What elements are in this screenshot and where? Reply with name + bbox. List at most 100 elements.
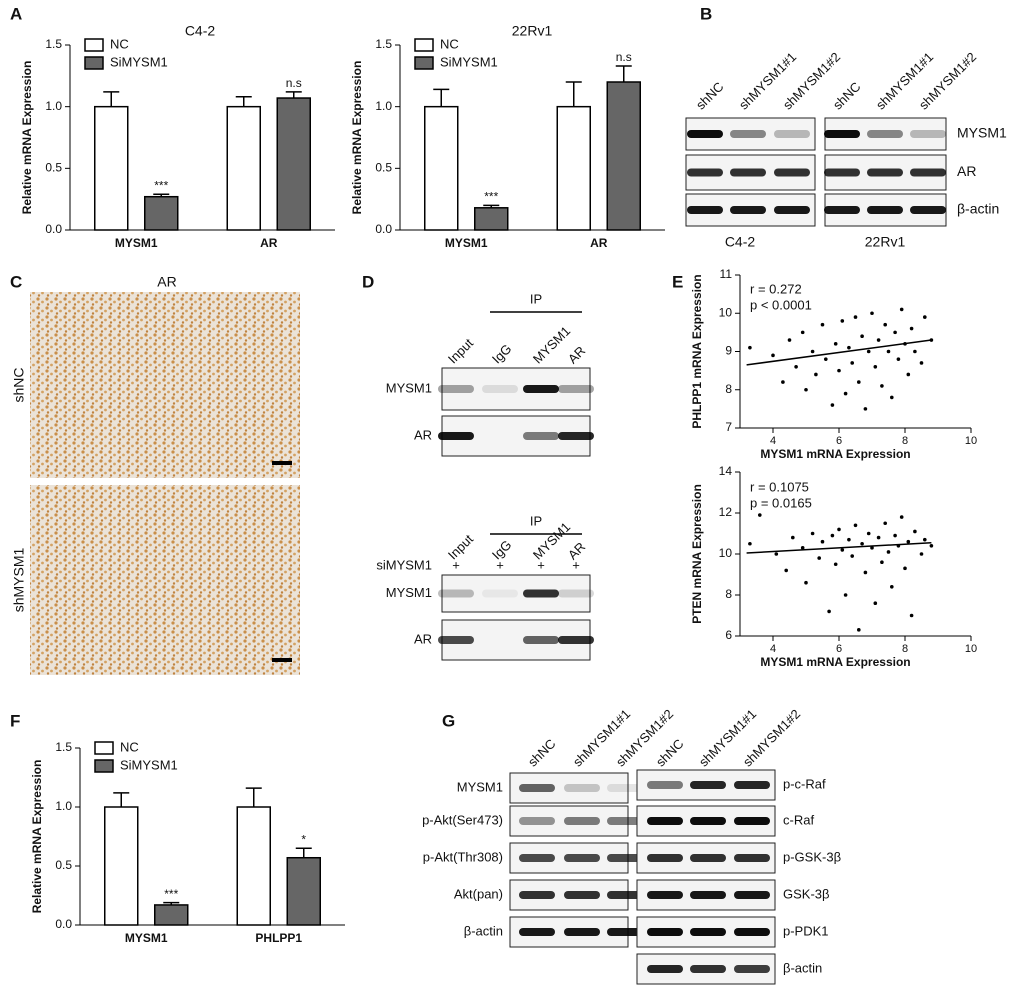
band	[910, 130, 946, 138]
protein-label: p-PDK1	[783, 923, 829, 938]
x-tick-label: 6	[836, 643, 842, 655]
chart-title: C4-2	[185, 23, 216, 39]
point	[748, 345, 752, 350]
y-axis-label: Relative mRNA Expression	[30, 760, 44, 914]
point	[810, 349, 815, 354]
point	[860, 334, 864, 339]
treatment-label: siMYSM1	[376, 557, 432, 572]
protein-label: MYSM1	[386, 585, 432, 600]
band	[774, 130, 810, 138]
x-axis-label: MYSM1 mRNA Expression	[760, 655, 910, 669]
band	[824, 130, 860, 138]
point	[791, 535, 795, 540]
y-axis-label: PHLPP1 mRNA Expression	[690, 274, 704, 428]
point	[804, 387, 808, 392]
x-tick-label: 4	[770, 435, 776, 447]
y-tick-label: 11	[720, 267, 733, 281]
legend-swatch	[84, 38, 104, 52]
band	[647, 854, 683, 862]
y-tick-label: 0.5	[45, 161, 62, 175]
bar	[556, 105, 591, 231]
panel-title: AR	[157, 274, 176, 290]
x-tick-label: MYSM1	[115, 236, 158, 250]
chart-title: 22Rv1	[512, 23, 553, 39]
significance-label: ***	[154, 178, 168, 192]
y-tick-label: 9	[725, 344, 732, 358]
protein-label: p-Akt(Thr308)	[423, 849, 503, 864]
band	[519, 928, 555, 936]
point	[748, 541, 752, 546]
stat-label: r = 0.1075	[750, 479, 809, 494]
point	[919, 361, 924, 365]
point	[853, 523, 858, 528]
x-tick-label: 10	[965, 435, 977, 447]
point	[876, 338, 881, 342]
point	[880, 560, 884, 564]
point	[804, 580, 808, 585]
point	[876, 535, 881, 540]
point	[771, 353, 775, 358]
protein-label: β-actin	[783, 960, 822, 975]
point	[899, 307, 904, 312]
protein-label: Akt(pan)	[454, 886, 503, 901]
point	[820, 322, 825, 327]
ip-label: IP	[530, 291, 542, 306]
band	[523, 636, 559, 644]
protein-label: p-GSK-3β	[783, 849, 841, 864]
point	[833, 562, 838, 567]
point	[886, 349, 891, 354]
band	[734, 928, 770, 936]
band	[824, 206, 860, 214]
point	[847, 537, 851, 542]
panel-letter: A	[10, 4, 22, 23]
point	[814, 372, 818, 377]
point	[860, 541, 864, 546]
point	[923, 537, 927, 542]
lane-label: shNC	[830, 79, 864, 113]
stat-label: p = 0.0165	[750, 495, 812, 510]
x-tick-label: 8	[902, 643, 908, 655]
panel-letter: E	[672, 272, 683, 291]
ihc-image	[30, 292, 300, 478]
panel-letter: C	[10, 272, 22, 291]
y-axis-label: Relative mRNA Expression	[20, 61, 34, 215]
point	[843, 391, 848, 396]
point	[870, 311, 874, 316]
band	[558, 432, 594, 440]
point	[781, 380, 785, 384]
significance-label: n.s	[286, 76, 302, 90]
scale-bar	[272, 461, 292, 465]
point	[853, 315, 858, 319]
x-tick-label: 8	[902, 435, 908, 447]
band	[519, 891, 555, 899]
point	[800, 330, 805, 335]
band	[607, 928, 643, 936]
band	[730, 130, 766, 138]
point	[906, 539, 911, 544]
scale-bar	[272, 658, 292, 662]
point	[820, 539, 825, 544]
band	[607, 891, 643, 899]
trend-line	[746, 541, 932, 554]
band	[564, 891, 600, 899]
band	[647, 891, 683, 899]
blot	[441, 574, 591, 613]
y-tick-label: 12	[719, 505, 733, 519]
legend-swatch	[94, 741, 114, 755]
lane-label: Input	[445, 531, 476, 562]
band	[734, 891, 770, 899]
significance-label: ***	[484, 190, 498, 204]
x-tick-label: MYSM1	[445, 236, 488, 250]
protein-label: AR	[414, 631, 432, 646]
y-tick-label: 7	[725, 420, 732, 434]
band	[867, 130, 903, 138]
band	[774, 206, 810, 214]
band	[867, 168, 903, 177]
band	[730, 206, 766, 214]
blot	[441, 367, 591, 411]
protein-label: MYSM1	[957, 125, 1007, 141]
legend-swatch	[414, 38, 434, 52]
band	[690, 965, 726, 973]
point	[886, 550, 891, 554]
